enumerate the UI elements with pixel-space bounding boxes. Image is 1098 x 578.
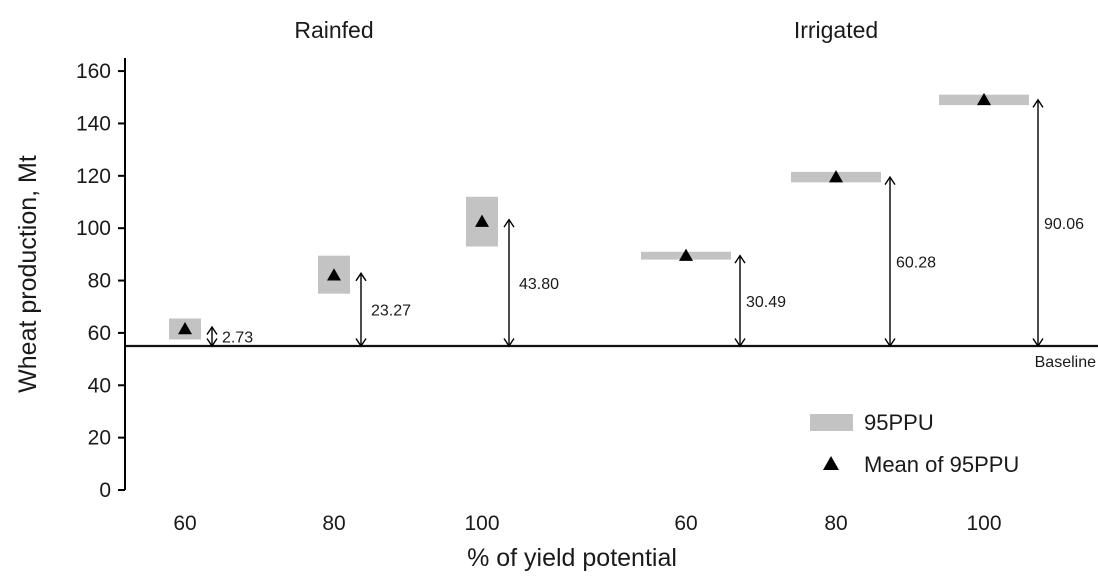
mean-marker — [829, 170, 843, 183]
axes — [118, 58, 126, 491]
mean-marker — [178, 321, 192, 335]
y-tick-label: 40 — [88, 374, 111, 397]
y-axis-title: Wheat production, Mt — [14, 155, 42, 393]
delta-label: 43.80 — [519, 276, 559, 293]
legend-band-swatch — [810, 414, 853, 431]
delta-arrow — [206, 325, 218, 348]
delta-arrow — [355, 272, 367, 348]
delta-label: 30.49 — [746, 294, 786, 311]
delta-label: 90.06 — [1044, 216, 1084, 233]
x-tick-label: 60 — [173, 512, 196, 535]
y-tick-label: 20 — [88, 427, 111, 450]
text-labels: 0 20 40 60 80 100 120 140 160 Baseline Rainfed 2.73… — [14, 17, 1096, 572]
y-tick-label: 60 — [88, 322, 111, 345]
mean-marker — [475, 214, 489, 227]
arrow-head-down — [884, 338, 896, 348]
mean-marker — [679, 248, 693, 261]
delta-label: 60.28 — [896, 255, 936, 272]
y-tick-label: 140 — [76, 112, 111, 135]
x-tick-label: 60 — [674, 512, 697, 535]
legend-triangle-swatch — [823, 456, 839, 470]
legend: 95PPU Mean of 95PPU — [810, 410, 1019, 477]
mean-markers — [178, 92, 991, 335]
delta-arrow — [884, 175, 896, 348]
delta-label: 2.73 — [222, 329, 253, 346]
x-tick-label: 80 — [322, 512, 345, 535]
arrow-head-up — [206, 325, 218, 335]
arrow-head-up — [503, 218, 515, 228]
arrow-head-down — [206, 338, 218, 348]
y-tick-label: 0 — [99, 479, 111, 502]
delta-arrow — [734, 254, 746, 348]
delta-arrow — [503, 218, 515, 348]
arrow-head-up — [884, 175, 896, 186]
arrow-head-down — [503, 338, 515, 348]
delta-arrows — [206, 98, 1044, 348]
arrow-head-down — [355, 338, 367, 348]
x-axis-title: % of yield potential — [467, 544, 677, 572]
y-tick-label: 80 — [88, 270, 111, 293]
x-tick-label: 100 — [464, 512, 499, 535]
group-title: Irrigated — [794, 17, 878, 43]
arrow-head-up — [734, 254, 746, 264]
arrow-head-up — [1032, 98, 1044, 108]
baseline-label: Baseline — [1035, 354, 1096, 371]
arrow-head-down — [1032, 338, 1044, 348]
x-tick-label: 100 — [966, 512, 1001, 535]
delta-arrow — [1032, 98, 1044, 348]
mean-marker — [977, 92, 991, 106]
delta-label: 23.27 — [371, 303, 411, 320]
mean-marker — [327, 268, 341, 281]
y-tick-label: 160 — [76, 60, 111, 83]
group-title: Rainfed — [294, 17, 373, 43]
y-tick-label: 100 — [76, 217, 111, 240]
ppu-bands — [169, 94, 1029, 340]
legend-label-95ppu: 95PPU — [864, 410, 934, 435]
arrow-head-up — [355, 272, 367, 282]
x-tick-label: 80 — [824, 512, 847, 535]
y-tick-label: 120 — [76, 165, 111, 188]
legend-label-mean: Mean of 95PPU — [864, 452, 1019, 477]
arrow-head-down — [734, 338, 746, 348]
